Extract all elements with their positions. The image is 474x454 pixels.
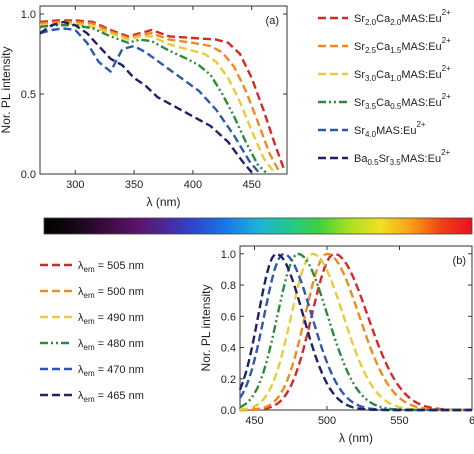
panel-b-y-tick-label: 0.8 — [221, 280, 236, 292]
panel-a-legend-label: Sr4.0MAS:Eu2+ — [354, 120, 426, 139]
panel-b-series-line — [240, 252, 472, 412]
panel-a-series-line — [39, 20, 280, 172]
panel-a-legend-label: Sr2.0Ca2.0MAS:Eu2+ — [354, 8, 451, 27]
panel-a-y-tick-label: 1.0 — [21, 9, 36, 21]
panel-b-legend-label: λem = 470 nm — [78, 364, 144, 378]
panel-b-x-tick-label: 500 — [318, 415, 336, 427]
panel-a-y-axis-label: Nor. PL intensity — [0, 47, 13, 134]
panel-b-legend-label: λem = 505 nm — [78, 260, 144, 274]
panel-a-series-line — [39, 20, 253, 174]
panel-a-legend-label: Sr3.0Ca1.0MAS:Eu2+ — [354, 64, 451, 83]
panel-b-y-tick-label: 0.2 — [221, 374, 236, 386]
panel-a-series-line — [39, 19, 286, 172]
panel-b-legend-label: λem = 465 nm — [78, 390, 144, 404]
panel-b-legend: λem = 505 nm λem = 500 nm λem = 490 nm λem … — [40, 260, 144, 404]
spectrum-bar-rect — [43, 217, 473, 235]
panel-a-series-line — [39, 22, 274, 172]
panel-a-x-tick-label: 400 — [184, 179, 202, 191]
panel-b-legend-label: λem = 480 nm — [78, 338, 144, 352]
panel-b-legend-label: λem = 490 nm — [78, 312, 144, 326]
panel-a-legend-label: Ba0.5Sr3.5MAS:Eu2+ — [354, 148, 451, 167]
panel-a-x-tick-label: 450 — [243, 179, 261, 191]
panel-b-series-line — [238, 252, 472, 412]
panel-a-legend-label: Sr3.5Ca0.5MAS:Eu2+ — [354, 92, 451, 111]
panel-a-plot-frame — [39, 5, 288, 175]
panel-b-legend-label: λem = 500 nm — [78, 286, 144, 300]
panel-a-tag: (a) — [266, 15, 279, 27]
panel-b-y-tick-label: 1.0 — [221, 249, 236, 261]
panel-b-tag: (b) — [453, 255, 466, 267]
panel-b-y-axis-label: Nor. PL intensity — [199, 285, 213, 372]
panel-b-series-line — [239, 252, 472, 412]
panel-a-legend-label: Sr2.5Ca1.5MAS:Eu2+ — [354, 36, 451, 55]
panel-a-y-tick-label: 0.5 — [21, 89, 36, 101]
panel-b-y-tick-label: 0.4 — [221, 343, 236, 355]
panel-a-series-line — [39, 27, 260, 174]
panel-a-y-tick-label: 0.0 — [21, 169, 36, 181]
panel-b-y-tick-label: 0.0 — [221, 405, 236, 417]
panel-b-x-tick-label: 6 — [469, 415, 474, 427]
panel-b-x-tick-label: 550 — [390, 415, 408, 427]
panel-a-chart: 300 350 400 450 0.0 0.5 1.0 λ (nm) Nor. PL inten… — [0, 5, 288, 209]
spectrum-color-bar — [43, 217, 473, 235]
panel-b-plot-frame — [239, 245, 473, 411]
panel-a-series-line — [39, 24, 267, 174]
panel-b-x-tick-label: 450 — [245, 415, 263, 427]
panel-a-x-axis-label: λ (nm) — [147, 195, 181, 209]
panel-a-x-tick-label: 350 — [125, 179, 143, 191]
panel-b-y-tick-label: 0.6 — [221, 311, 236, 323]
panel-b-x-axis-label: λ (nm) — [339, 431, 373, 445]
panel-b-chart: 450 500 550 6 0.0 0.2 0.4 0.6 0.8 1.0 λ (nm) Nor. P… — [199, 245, 474, 445]
panel-a-x-tick-label: 300 — [66, 179, 84, 191]
panel-a-legend: Sr2.0Ca2.0MAS:Eu2+ Sr2.5Ca1.5MAS:Eu2+ Sr3.… — [318, 8, 451, 167]
